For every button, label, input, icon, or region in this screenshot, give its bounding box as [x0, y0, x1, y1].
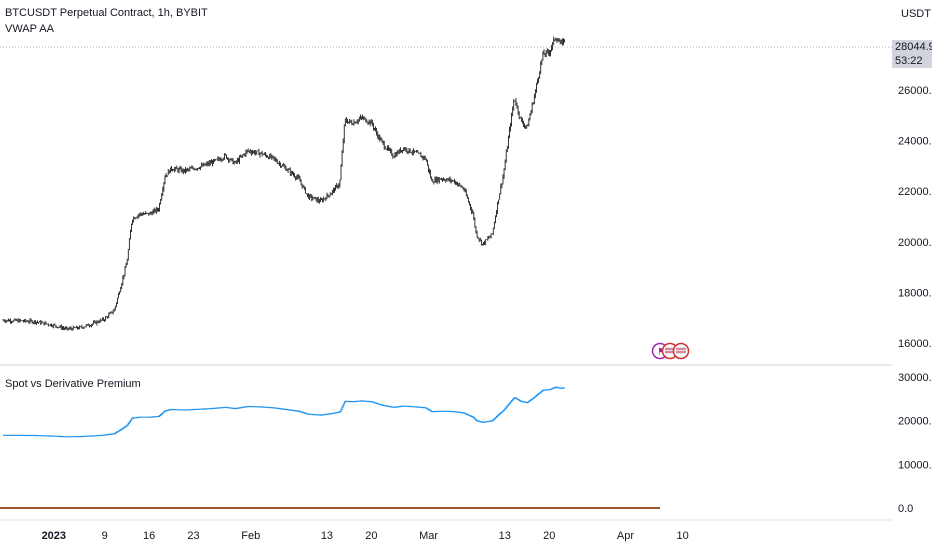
time-tick-label: Mar	[419, 530, 438, 542]
premium-axis[interactable]: 0.0 10000.0 20000.0 30000.0	[898, 372, 932, 515]
time-tick-label: 20	[365, 530, 377, 542]
time-tick-label: 13	[499, 530, 511, 542]
price-tick-label: 22000.0	[898, 186, 932, 198]
premium-line	[3, 386, 566, 438]
last-price-tag: 28044.9	[892, 40, 932, 54]
countdown-tag: 53:22	[892, 54, 932, 68]
time-tick-label: 10	[677, 530, 689, 542]
price-axis[interactable]: 16000.0 18000.0 20000.0 22000.0 24000.0 26000…	[898, 85, 932, 350]
price-tick-label: 20000.0	[898, 237, 932, 249]
candle-series[interactable]	[2, 36, 565, 331]
overlay-indicator-label[interactable]: VWAP AA	[5, 23, 54, 35]
premium-tick-label: 10000.0	[898, 459, 932, 471]
symbol-title[interactable]: BTCUSDT Perpetual Contract, 1h, BYBIT	[5, 7, 208, 19]
price-tick-label: 24000.0	[898, 136, 932, 148]
price-tick-label: 18000.0	[898, 287, 932, 299]
time-tick-label: 16	[143, 530, 155, 542]
premium-indicator-label[interactable]: Spot vs Derivative Premium	[5, 378, 141, 390]
time-tick-label: Apr	[617, 530, 634, 542]
time-tick-label: 13	[321, 530, 333, 542]
time-tick-label: 2023	[42, 530, 66, 542]
price-tick-label: 16000.0	[898, 338, 932, 350]
premium-tick-label: 20000.0	[898, 416, 932, 428]
time-tick-label: Feb	[241, 530, 260, 542]
premium-tick-label: 30000.0	[898, 372, 932, 384]
premium-series[interactable]	[3, 386, 566, 438]
us-flag-icon	[676, 347, 686, 354]
time-axis[interactable]: 2023 9 16 23 Feb 13 20 Mar 13 20 Apr 10	[42, 530, 689, 542]
time-tick-label: 23	[187, 530, 199, 542]
currency-label: USDT	[901, 8, 931, 20]
us-flag-icon	[665, 347, 675, 354]
time-tick-label: 20	[543, 530, 555, 542]
event-icons[interactable]: ⚑	[651, 342, 690, 360]
price-tick-label: 26000.0	[898, 85, 932, 97]
premium-tick-label: 0.0	[898, 503, 913, 515]
time-tick-label: 9	[102, 530, 108, 542]
purple-flag-icon: ⚑	[657, 347, 666, 358]
